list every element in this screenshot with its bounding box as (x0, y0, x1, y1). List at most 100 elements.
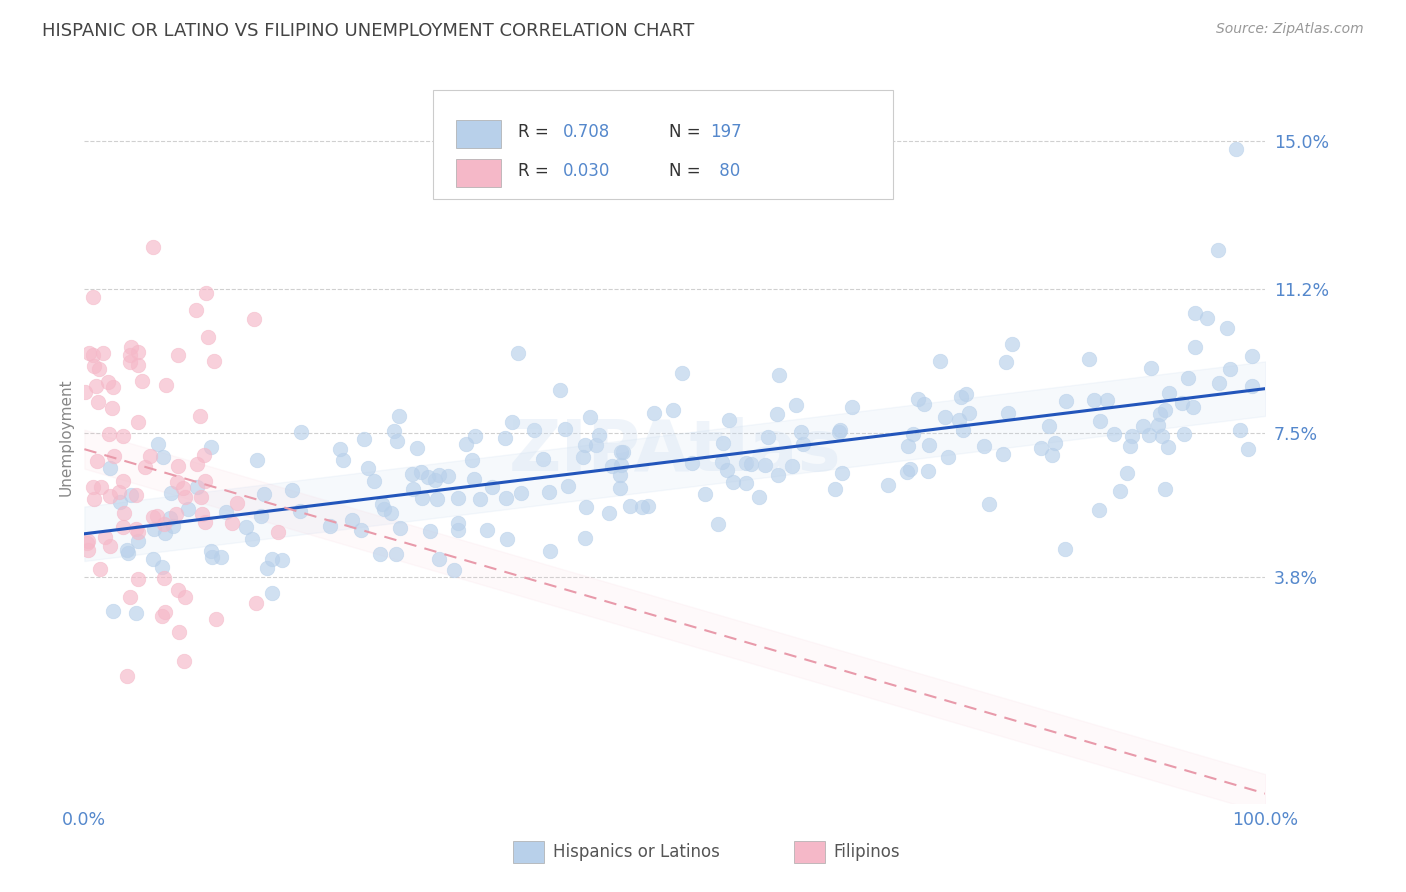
Point (86, 453, 108, 467)
Point (756, 430, 779, 444)
Point (1001, 337, 1024, 351)
Point (997, 406, 1019, 420)
Point (1045, 435, 1067, 450)
Point (173, 490, 195, 504)
Point (716, 463, 738, 477)
Point (281, 483, 304, 498)
Point (609, 467, 631, 482)
Point (443, 563, 465, 577)
Point (1031, 441, 1053, 455)
Point (1121, 429, 1143, 443)
Point (1053, 541, 1076, 556)
Point (707, 516, 730, 531)
Point (385, 434, 408, 449)
Point (461, 453, 484, 467)
Point (197, 330, 219, 344)
Point (470, 491, 492, 506)
Point (150, 559, 173, 574)
Point (831, 467, 853, 481)
Text: Source: ZipAtlas.com: Source: ZipAtlas.com (1216, 22, 1364, 37)
Point (574, 438, 596, 452)
Point (112, 474, 135, 488)
Point (643, 406, 665, 420)
Point (735, 475, 758, 490)
Point (167, 459, 190, 474)
Point (1149, 407, 1171, 421)
Y-axis label: Unemployment: Unemployment (58, 378, 73, 496)
Point (127, 344, 149, 359)
Point (977, 497, 1000, 511)
Point (609, 481, 631, 495)
Point (82, 348, 104, 362)
Point (766, 468, 789, 483)
Point (194, 515, 217, 529)
Point (416, 469, 439, 483)
Point (401, 467, 423, 481)
Point (637, 499, 659, 513)
Point (177, 501, 200, 516)
Point (195, 286, 218, 301)
Point (671, 366, 693, 380)
Point (90, 480, 112, 494)
Point (350, 524, 373, 538)
Point (1108, 483, 1130, 498)
Point (957, 406, 980, 420)
Point (155, 526, 177, 541)
Point (240, 532, 263, 546)
Point (253, 487, 276, 501)
Point (127, 533, 149, 548)
Point (411, 491, 433, 505)
Point (918, 438, 941, 452)
Point (501, 416, 523, 430)
Point (190, 490, 212, 504)
Point (76, 536, 98, 550)
Point (120, 488, 142, 502)
Point (1077, 351, 1099, 366)
Point (1038, 418, 1060, 433)
Point (574, 500, 596, 515)
Point (454, 436, 477, 450)
Point (153, 571, 176, 585)
Point (897, 439, 920, 453)
Point (332, 453, 354, 467)
Point (427, 467, 450, 482)
Point (1088, 502, 1111, 516)
Point (495, 491, 517, 505)
Point (917, 464, 939, 478)
Point (329, 442, 352, 456)
Point (506, 346, 529, 360)
Point (948, 413, 970, 427)
Point (936, 450, 959, 464)
Point (426, 491, 449, 506)
Point (270, 553, 292, 567)
Point (1157, 386, 1180, 401)
Point (1197, 311, 1219, 326)
Point (221, 516, 243, 531)
Point (127, 572, 149, 586)
Point (115, 668, 138, 682)
Point (768, 368, 790, 383)
Point (447, 516, 470, 531)
Point (371, 497, 394, 511)
Point (662, 403, 685, 417)
Point (380, 506, 402, 520)
Text: R =: R = (517, 123, 554, 141)
Point (139, 449, 162, 463)
Point (447, 491, 470, 505)
Point (1157, 440, 1180, 454)
Point (290, 425, 312, 440)
Point (100, 489, 122, 503)
Point (538, 485, 561, 500)
Text: 197: 197 (710, 123, 742, 141)
Point (373, 501, 395, 516)
Text: Hispanics or Latinos: Hispanics or Latinos (553, 843, 720, 861)
Point (754, 458, 776, 473)
Point (1154, 482, 1177, 496)
Point (934, 410, 956, 425)
Text: N =: N = (669, 162, 706, 180)
Point (1216, 321, 1239, 335)
Point (405, 441, 427, 455)
Point (184, 303, 207, 318)
Point (510, 485, 533, 500)
Point (785, 398, 807, 412)
